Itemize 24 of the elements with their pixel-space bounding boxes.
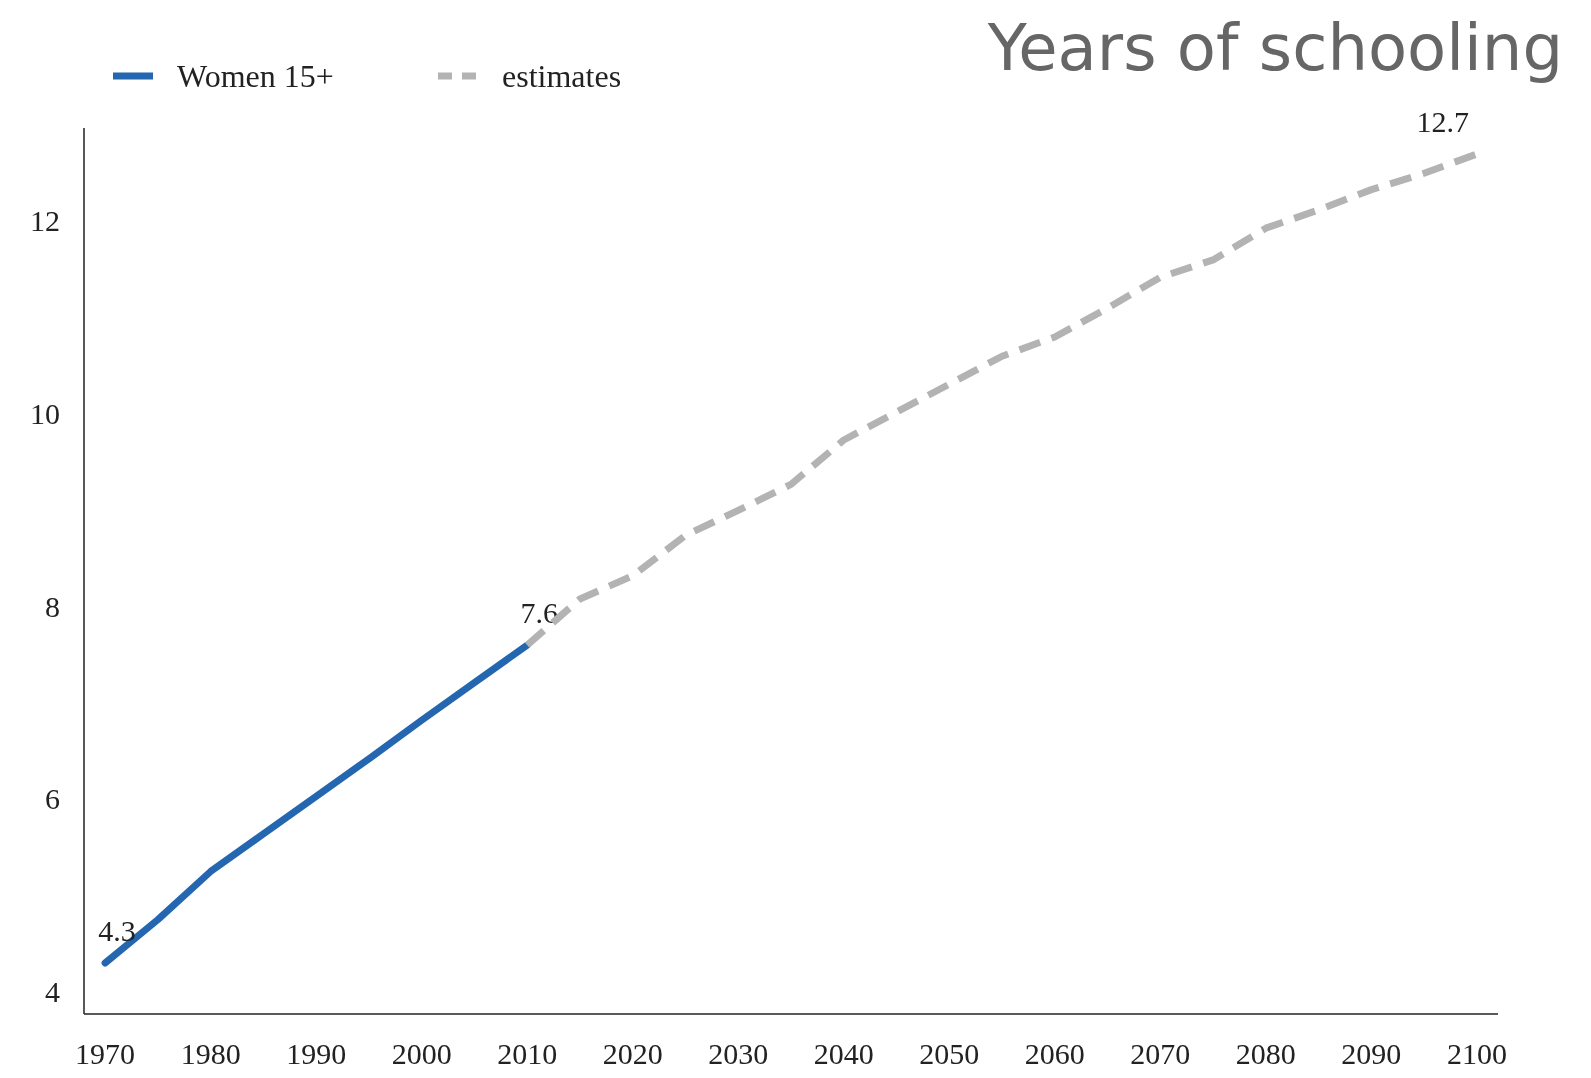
x-tick-label: 2040 [813,1037,874,1070]
x-tick-label: 2070 [1130,1037,1191,1070]
x-tick-label: 2000 [391,1037,452,1070]
y-tick-label: 6 [45,782,60,816]
legend-label: Women 15+ [177,58,334,94]
x-tick-label: 1990 [286,1037,347,1070]
data-label: 12.7 [1416,105,1469,138]
x-tick-label: 2010 [497,1037,558,1070]
legend-label: estimates [502,58,622,94]
x-tick-label: 2020 [602,1037,663,1070]
x-tick-label: 2060 [1024,1037,1085,1070]
x-tick-label: 1980 [180,1037,241,1070]
x-tick-label: 2100 [1446,1037,1507,1070]
x-tick-label: 2090 [1341,1037,1402,1070]
y-tick-label: 8 [45,589,60,623]
y-tick-label: 4 [45,974,60,1008]
y-tick-label: 12 [30,204,60,238]
x-tick-label: 1970 [75,1037,136,1070]
x-tick-label: 2030 [708,1037,769,1070]
chart-title: Years of schooling [986,11,1563,85]
x-tick-label: 2080 [1235,1037,1296,1070]
data-label: 4.3 [98,913,136,947]
x-tick-label: 2050 [919,1037,980,1070]
y-tick-label: 10 [30,397,60,431]
